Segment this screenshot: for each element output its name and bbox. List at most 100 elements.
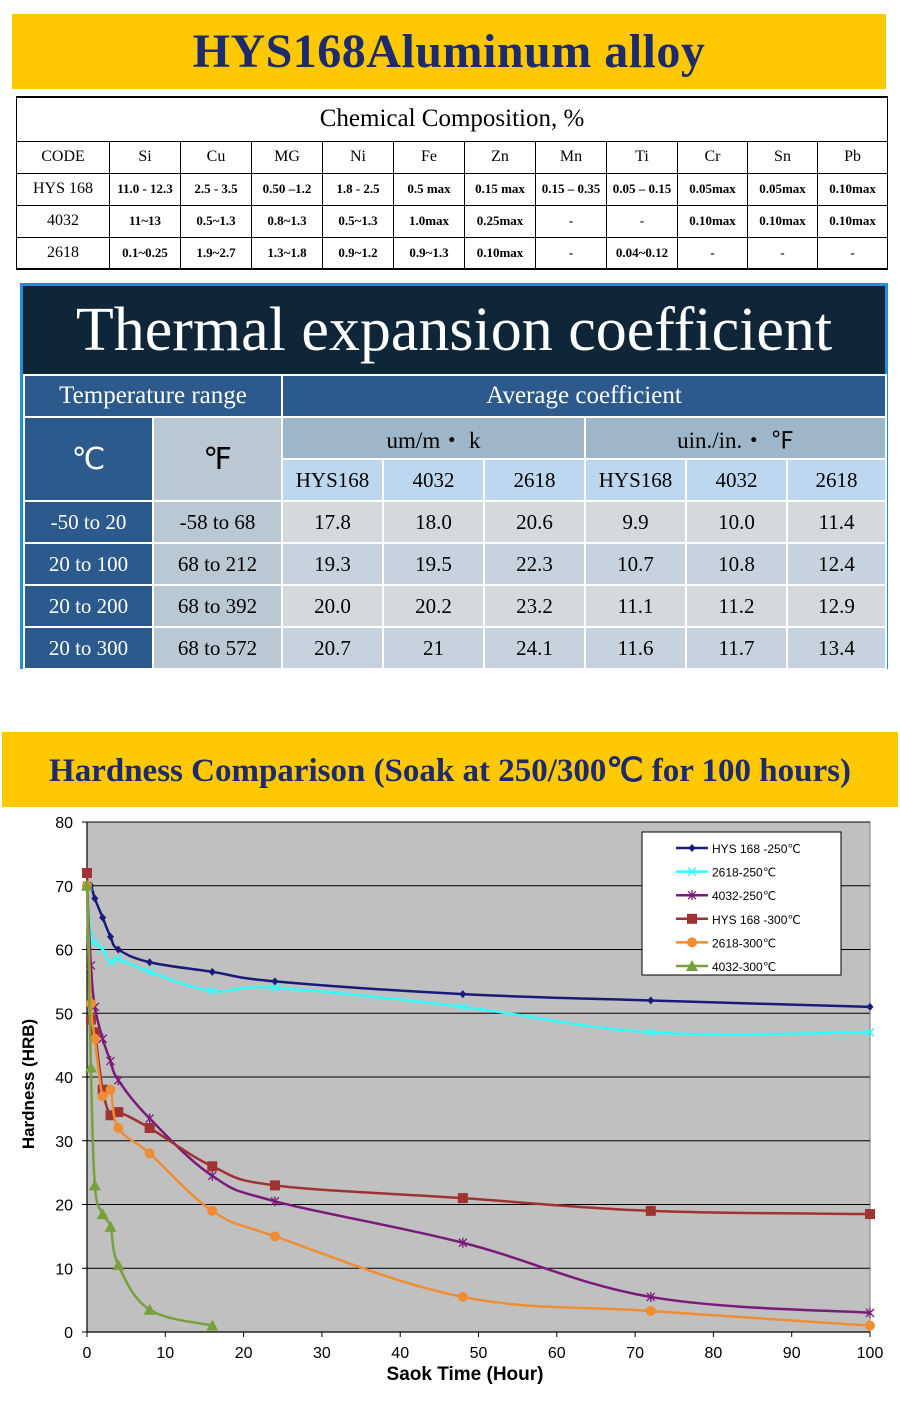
legend-box <box>641 831 842 976</box>
legend-item: 2618-300℃ <box>676 936 776 950</box>
legend-label: 4032-300℃ <box>712 960 776 974</box>
data-point <box>207 1161 218 1172</box>
page-title: HYS168Aluminum alloy <box>192 25 706 78</box>
coefficient-value: 9.9 <box>584 500 688 544</box>
celsius-header: ℃ <box>23 416 154 502</box>
alloy-header: HYS168 <box>281 458 385 502</box>
celsius-range: 20 to 300 <box>23 626 154 670</box>
coefficient-value: 24.1 <box>483 626 587 670</box>
data-point <box>146 958 154 967</box>
legend-item: HYS 168 -250℃ <box>676 842 801 856</box>
composition-value: 0.25max <box>464 204 536 238</box>
coefficient-value: 20.2 <box>382 584 486 628</box>
data-point <box>98 944 108 955</box>
y-tick-label: 20 <box>55 1198 73 1215</box>
data-point <box>646 1291 656 1302</box>
data-point <box>143 1303 156 1315</box>
element-column-header: Fe <box>393 140 465 174</box>
element-column-header: Ti <box>606 140 678 174</box>
data-point <box>105 957 116 967</box>
data-point <box>113 1123 124 1133</box>
composition-row: HYS 168 11.0 - 12.3 2.5 - 3.5 0.50 –1.2 1.8 … <box>16 172 889 206</box>
data-point <box>85 998 96 1009</box>
y-tick-label: 10 <box>55 1261 73 1278</box>
composition-value: 2.5 - 3.5 <box>180 172 252 206</box>
x-tick-label: 70 <box>626 1345 644 1362</box>
thermal-row: 20 to 100 68 to 212 19.3 19.5 22.3 10.7 10.8 12… <box>23 542 888 586</box>
element-column-header: Cu <box>180 140 252 174</box>
x-tick-label: 50 <box>470 1345 488 1362</box>
data-point <box>646 1027 656 1037</box>
y-tick-label: 60 <box>55 943 73 960</box>
composition-value: 0.9~1.2 <box>322 236 394 270</box>
coefficient-value: 19.5 <box>382 542 486 586</box>
x-tick-label: 60 <box>548 1345 566 1362</box>
element-column-header: Pb <box>816 140 889 174</box>
data-point <box>81 879 93 891</box>
data-point <box>269 1231 280 1242</box>
composition-caption: Chemical Composition, % <box>15 96 889 142</box>
average-coefficient-header: Average coefficient <box>281 374 888 418</box>
data-point <box>865 1027 875 1037</box>
composition-table: Chemical Composition, % CODE Si Cu MG Ni Fe Zn… <box>15 96 889 270</box>
data-point <box>106 1056 115 1067</box>
data-point <box>97 1084 108 1095</box>
data-point <box>106 932 114 941</box>
coefficient-value: 11.6 <box>584 626 688 670</box>
celsius-range: 20 to 200 <box>23 584 154 628</box>
data-point <box>98 1033 108 1044</box>
coefficient-value: 11.1 <box>584 584 688 628</box>
fahrenheit-range: -58 to 68 <box>151 500 284 544</box>
y-tick-label: 0 <box>64 1325 73 1342</box>
composition-value: 0.5~1.3 <box>322 204 394 238</box>
y-axis-label: Hardness (HRB) <box>19 1019 38 1149</box>
temperature-range-header: Temperature range <box>22 374 284 418</box>
element-column-header: Si <box>109 140 181 174</box>
data-point <box>105 1110 116 1121</box>
imperial-unit-header: uin./in.・ ℉ <box>584 416 888 460</box>
coefficient-value: 19.3 <box>281 542 385 586</box>
coefficient-value: 20.7 <box>281 626 385 670</box>
metric-unit-header: um/m・ k <box>281 416 587 460</box>
composition-value: 0.10max <box>677 204 748 238</box>
data-point <box>271 977 279 986</box>
celsius-range: 20 to 100 <box>23 542 154 586</box>
composition-value: 0.10max <box>747 204 818 238</box>
composition-value: - <box>677 236 748 270</box>
legend-marker <box>687 867 697 877</box>
composition-value: 1.9~2.7 <box>180 236 252 270</box>
data-point <box>459 990 467 999</box>
composition-value: 0.10max <box>464 236 536 270</box>
alloy-code: 2618 <box>16 236 110 270</box>
composition-value: 0.50 –1.2 <box>251 172 323 206</box>
element-column-header: MG <box>251 140 323 174</box>
data-point <box>865 1209 875 1220</box>
data-point <box>96 1208 109 1220</box>
x-tick-label: 90 <box>783 1345 801 1362</box>
data-point <box>113 954 123 964</box>
data-point <box>270 1196 280 1207</box>
legend-item: 4032-250℃ <box>676 889 776 903</box>
coefficient-value: 11.2 <box>685 584 789 628</box>
data-point <box>104 1220 117 1232</box>
coefficient-value: 11.4 <box>786 500 888 544</box>
data-point <box>865 1320 875 1331</box>
coefficient-value: 21 <box>382 626 486 670</box>
data-point <box>82 868 92 878</box>
element-column-header: Zn <box>464 140 536 174</box>
title-banner: HYS168Aluminum alloy <box>12 14 886 89</box>
composition-value: 1.0max <box>393 204 465 238</box>
thermal-row: 20 to 300 68 to 572 20.7 21 24.1 11.6 11.7 13.4 <box>23 626 888 670</box>
alloy-code: HYS 168 <box>16 172 110 206</box>
alloy-header: 4032 <box>382 458 486 502</box>
data-point <box>645 1305 656 1316</box>
composition-value: 0.5 max <box>393 172 465 206</box>
composition-value: 0.8~1.3 <box>251 204 323 238</box>
coefficient-value: 12.4 <box>786 542 888 586</box>
composition-value: 1.3~1.8 <box>251 236 323 270</box>
data-point <box>144 1148 155 1159</box>
composition-value: 0.10max <box>816 172 889 206</box>
legend-label: 4032-250℃ <box>712 889 776 903</box>
thermal-row: -50 to 20 -58 to 68 17.8 18.0 20.6 9.9 10.0 11.… <box>23 500 888 544</box>
data-point <box>90 938 100 948</box>
